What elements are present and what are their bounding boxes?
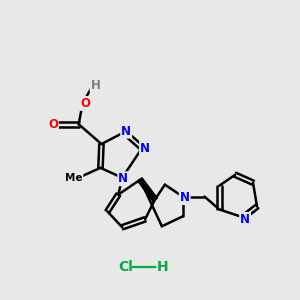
Text: N: N [140, 142, 150, 154]
Text: H: H [157, 260, 169, 274]
Text: N: N [180, 191, 190, 204]
Text: Cl: Cl [118, 260, 133, 274]
Text: N: N [121, 125, 131, 138]
Text: O: O [81, 97, 91, 110]
Text: N: N [118, 172, 128, 185]
Text: Me: Me [65, 173, 82, 183]
Text: O: O [48, 118, 58, 131]
Text: H: H [91, 79, 100, 92]
Text: N: N [240, 213, 250, 226]
